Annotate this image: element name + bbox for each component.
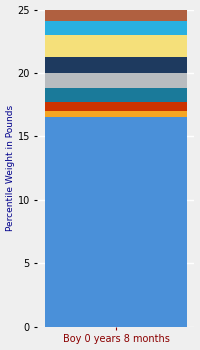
Bar — [45, 102, 187, 111]
Bar — [45, 35, 187, 56]
Bar — [45, 117, 187, 327]
Bar — [45, 21, 187, 35]
Y-axis label: Percentile Weight in Pounds: Percentile Weight in Pounds — [6, 105, 15, 231]
Bar — [45, 88, 187, 102]
Bar — [45, 73, 187, 88]
Bar — [45, 9, 187, 21]
Bar — [45, 111, 187, 117]
Bar — [45, 56, 187, 73]
